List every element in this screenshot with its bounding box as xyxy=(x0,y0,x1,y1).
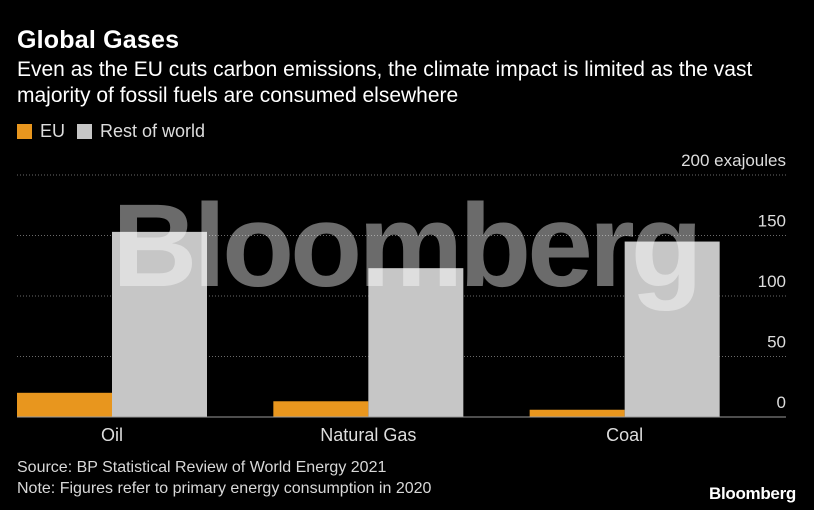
chart-footer: Source: BP Statistical Review of World E… xyxy=(17,457,431,499)
bar-rest-of-world-coal xyxy=(624,241,720,417)
x-category-label: Oil xyxy=(101,425,123,445)
legend-swatch-eu xyxy=(17,124,32,139)
legend-swatch-rest-of-world xyxy=(77,124,93,139)
chart-title: Global Gases xyxy=(17,26,180,54)
legend-label-eu: EU xyxy=(40,121,66,141)
bar-chart: 0 50 100 150 200 exajoules Oil Natural Gas Coal xyxy=(17,151,786,445)
bar-eu-coal xyxy=(529,409,625,417)
y-tick-label: 100 xyxy=(758,272,786,291)
legend-item-rest-of-world: Rest of world xyxy=(77,121,205,142)
y-tick-label: 0 xyxy=(777,393,786,412)
bar-rest-of-world-oil xyxy=(112,231,207,417)
legend-item-eu: EU xyxy=(17,121,65,142)
legend: EU Rest of world xyxy=(17,121,217,142)
y-tick-label: 50 xyxy=(767,333,786,352)
y-tick-label: 200 exajoules xyxy=(681,151,786,170)
bar-rest-of-world-natural-gas xyxy=(368,268,464,417)
legend-label-rest-of-world: Rest of world xyxy=(100,121,206,141)
y-tick-label: 150 xyxy=(758,212,786,231)
figures-note: Note: Figures refer to primary energy co… xyxy=(17,480,432,497)
source-note: Source: BP Statistical Review of World E… xyxy=(17,459,387,476)
x-category-label: Coal xyxy=(606,425,643,445)
x-category-label: Natural Gas xyxy=(320,425,416,445)
bloomberg-logo: Bloomberg xyxy=(708,484,796,503)
bar-eu-oil xyxy=(17,392,112,417)
bar-eu-natural-gas xyxy=(273,401,369,417)
chart-subtitle: Even as the EU cuts carbon emissions, th… xyxy=(17,58,753,107)
